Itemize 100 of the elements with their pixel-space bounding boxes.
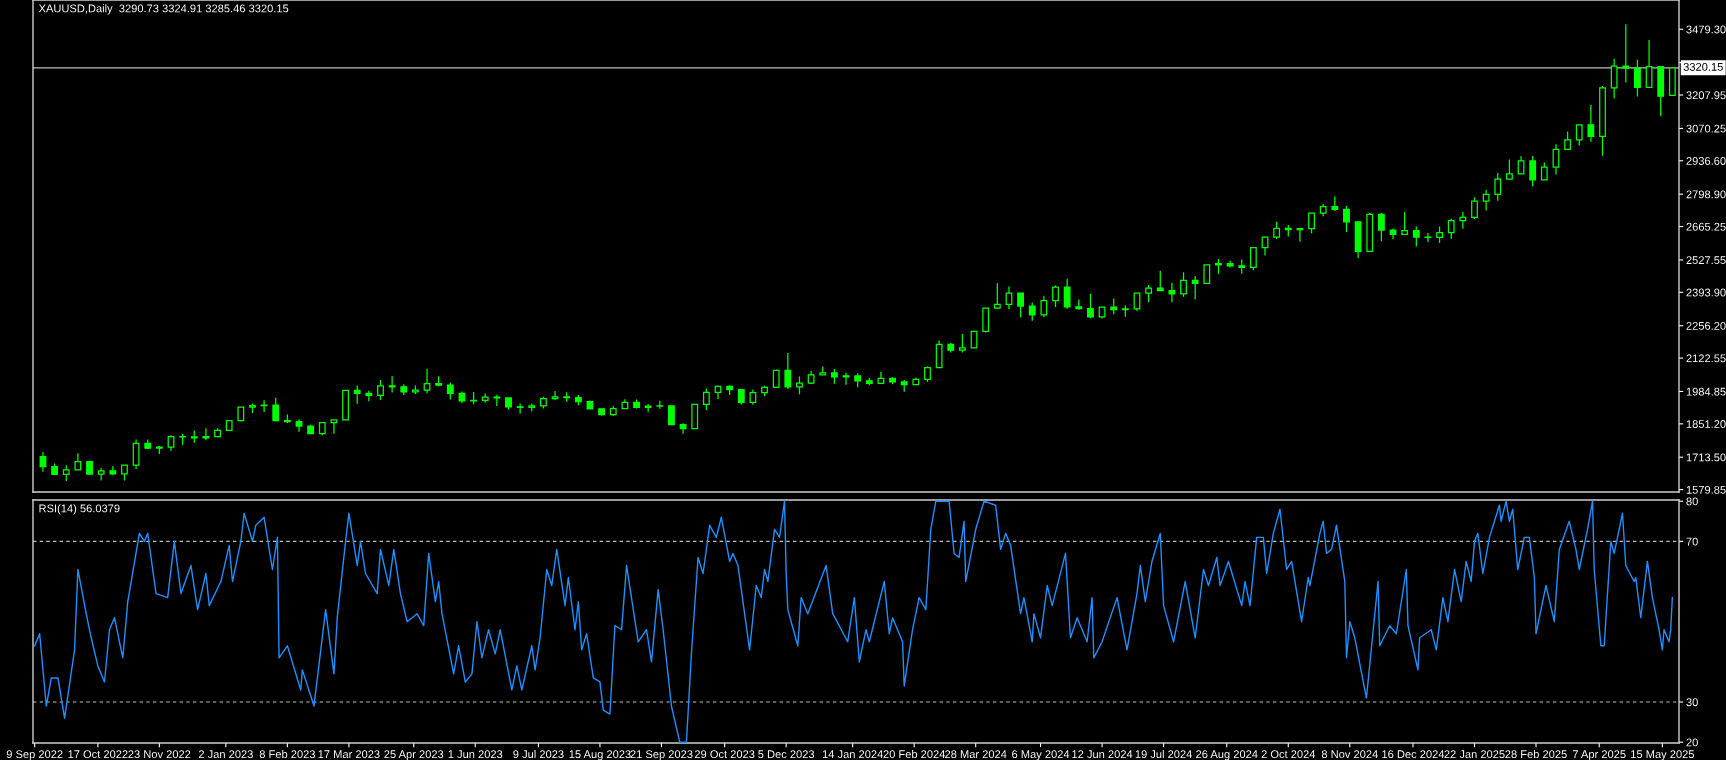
x-tick-label: 2 Oct 2024: [1261, 750, 1316, 759]
candlestick: [1389, 227, 1397, 240]
candlestick: [411, 384, 419, 395]
candlestick: [1459, 211, 1467, 230]
candlestick: [1424, 232, 1432, 243]
candlestick: [225, 419, 233, 432]
candlestick: [1494, 172, 1502, 202]
y-tick-label: 20: [1686, 738, 1698, 747]
candlestick: [39, 451, 47, 473]
candlestick: [516, 402, 524, 415]
candlestick: [1017, 292, 1025, 318]
candlestick: [1215, 258, 1222, 275]
y-tick-label: 1851.20: [1686, 420, 1726, 428]
candlestick: [586, 399, 594, 411]
candlestick: [388, 375, 396, 394]
candlestick: [854, 372, 862, 388]
candlestick: [190, 429, 198, 444]
y-tick-label: 80: [1686, 497, 1698, 506]
candlestick: [935, 339, 943, 369]
candlestick: [796, 375, 803, 395]
candlestick: [330, 418, 338, 435]
candlestick: [540, 396, 547, 410]
candlestick: [598, 407, 606, 417]
x-tick-label: 28 Mar 2024: [945, 750, 1007, 759]
y-tick-label: 2798.90: [1686, 190, 1726, 199]
candlestick: [1517, 155, 1525, 175]
candlestick: [574, 394, 582, 406]
candlestick: [644, 403, 652, 413]
candlestick: [668, 405, 675, 426]
y-tick-label: 30: [1686, 698, 1698, 707]
candlestick: [1261, 235, 1269, 257]
candlestick: [318, 421, 326, 436]
candlestick: [179, 433, 187, 446]
candlestick: [272, 397, 280, 423]
candlestick: [97, 467, 105, 482]
candlestick: [528, 402, 536, 413]
candlestick: [1412, 225, 1420, 248]
y-tick-label: 3070.25: [1686, 124, 1726, 133]
x-tick-label: 2 Jan 2023: [198, 750, 253, 759]
candlestick: [283, 413, 291, 424]
candlestick: [993, 282, 1001, 310]
candlestick: [830, 368, 838, 385]
candlestick: [1471, 196, 1478, 220]
y-tick-label: 2936.60: [1686, 157, 1726, 165]
candlestick: [1505, 158, 1513, 180]
candlestick: [1249, 247, 1257, 271]
candlestick: [74, 452, 82, 472]
candlestick: [1180, 271, 1187, 298]
x-tick-label: 8 Nov 2024: [1321, 750, 1378, 759]
x-tick-label: 19 Jul 2024: [1135, 749, 1192, 759]
x-tick-label: 21 Sep 2023: [630, 750, 693, 760]
candlestick: [1575, 123, 1583, 147]
x-tick-label: 25 Apr 2023: [384, 750, 444, 760]
candlestick: [377, 379, 384, 401]
candlestick: [1203, 263, 1211, 284]
candlestick: [51, 462, 59, 476]
candlestick: [947, 342, 955, 354]
candlestick: [982, 307, 990, 334]
candlestick: [1308, 212, 1315, 234]
y-tick-label: 2393.90: [1686, 288, 1726, 297]
candlestick: [423, 368, 431, 394]
candlestick: [900, 379, 908, 393]
candlestick: [1645, 39, 1653, 88]
candlestick: [1191, 275, 1199, 301]
candlestick: [924, 365, 931, 383]
candlestick: [551, 390, 559, 401]
candlestick: [1296, 227, 1304, 243]
y-tick-label: 1984.85: [1686, 387, 1726, 396]
x-tick-label: 29 Oct 2023: [694, 750, 755, 759]
candlestick: [1273, 221, 1281, 240]
candlestick: [1005, 285, 1013, 310]
candlestick: [1610, 58, 1618, 100]
candlestick: [1331, 195, 1339, 212]
y-tick-label: 2665.25: [1686, 222, 1726, 231]
x-tick-label: 6 May 2024: [1012, 750, 1070, 760]
candlestick: [807, 370, 815, 385]
candlestick: [958, 333, 966, 354]
candlestick: [819, 365, 827, 376]
candlestick: [458, 390, 466, 404]
candlestick: [62, 464, 70, 482]
candlestick: [1063, 278, 1071, 310]
candlestick: [132, 438, 140, 470]
candlestick: [1168, 282, 1176, 303]
candlestick: [621, 398, 629, 410]
candlestick: [237, 406, 245, 423]
x-tick-label: 9 Jul 2023: [513, 749, 564, 759]
y-tick-label: 70: [1686, 537, 1698, 546]
candlestick: [1366, 212, 1374, 252]
y-tick-label: 1579.85: [1686, 485, 1726, 494]
candlestick: [1622, 23, 1630, 84]
candlestick: [1319, 203, 1327, 217]
candlestick: [691, 403, 699, 430]
ref-line-label: 3320.15: [1683, 62, 1723, 71]
candlestick: [877, 371, 885, 385]
candlestick: [435, 375, 443, 387]
candlestick: [1156, 270, 1164, 292]
candlestick: [702, 387, 710, 411]
candlestick: [260, 399, 268, 413]
candlestick: [1552, 143, 1560, 176]
candlestick: [400, 383, 408, 396]
